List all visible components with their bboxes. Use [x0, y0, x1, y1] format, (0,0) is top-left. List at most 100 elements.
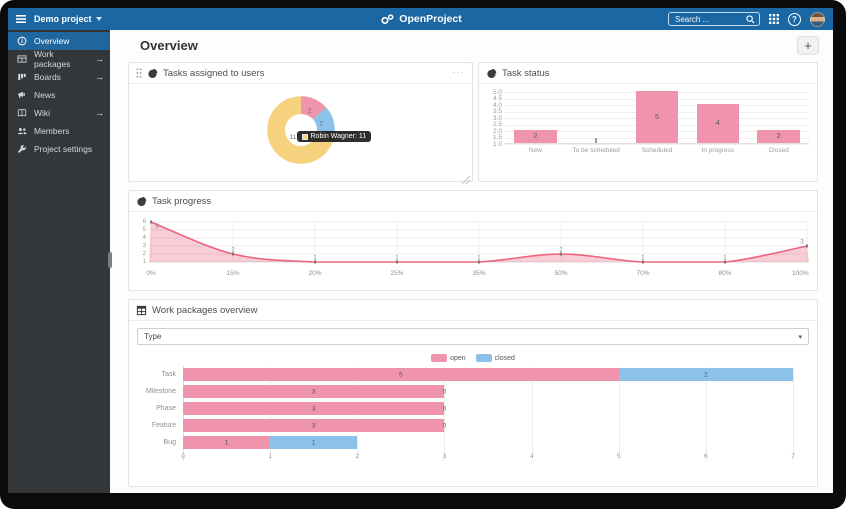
search-input[interactable] [673, 13, 746, 25]
sidebar-item-news[interactable]: News [8, 86, 110, 104]
widget-header: Work packages overview [129, 300, 817, 321]
drag-handle-icon[interactable] [136, 68, 142, 78]
legend-item-open[interactable]: open [431, 354, 466, 362]
y-tick-label: 5 [142, 227, 146, 233]
hamburger-menu-icon[interactable] [16, 15, 26, 23]
page-header: Overview + [128, 36, 819, 55]
segment-value-label: 3 [311, 388, 316, 395]
status-plot-area: 2 5 4 2 [505, 91, 809, 145]
sidebar-item-project-settings[interactable]: Project settings [8, 140, 110, 158]
data-point-marker[interactable] [314, 260, 316, 264]
x-tick-label: 7 [791, 453, 795, 460]
bar-segment-task-closed[interactable]: 2 [618, 368, 793, 381]
top-navigation-bar: Demo project OpenProject [8, 8, 833, 30]
segment-value-label: 2 [307, 108, 311, 115]
legend-swatch [475, 354, 492, 362]
search-icon [746, 14, 755, 24]
sidebar-item-wiki[interactable]: Wiki → [8, 104, 110, 122]
sidebar-item-members[interactable]: Members [8, 122, 110, 140]
data-point-marker[interactable] [232, 252, 234, 256]
y-tick-label: 2.0 [492, 127, 502, 135]
x-tick-label: New [528, 147, 542, 154]
page-title: Overview [140, 38, 198, 53]
main-content: Overview + Tasks assigned to users [110, 30, 833, 493]
add-widget-button[interactable]: + [797, 36, 819, 55]
widget-title: Task progress [152, 195, 212, 207]
sidebar-resize-handle[interactable] [108, 252, 112, 269]
x-tick-label: Scheduled [641, 147, 673, 154]
data-point-marker[interactable] [478, 260, 480, 264]
data-point-marker[interactable] [642, 260, 644, 264]
wiki-icon [17, 108, 27, 118]
y-tick-label: 1.5 [492, 134, 502, 141]
area-fill [149, 222, 809, 262]
bar-in-progress[interactable]: 4 [696, 104, 740, 143]
group-by-select[interactable]: Type ▾ [137, 328, 809, 345]
y-tick-label: 1 [142, 259, 146, 265]
donut-segment-1[interactable] [266, 96, 335, 164]
x-tick-label: Closed [768, 147, 789, 154]
progress-chart-svg: 6 2 1 1 1 2 1 1 3 [149, 220, 809, 264]
progress-plot-area: 6 2 1 1 1 2 1 1 3 0% 15% 20% 25% 35% 50% 70% 80% 100% [146, 218, 809, 279]
data-point-marker[interactable] [724, 260, 726, 264]
point-value-label: 1 [313, 256, 317, 262]
segment-value-label: 1 [311, 439, 316, 446]
wp-plot-grid: Task 5 2 Milestone 3 0 Phase 3 0 Feature 3 0 Bug 1 1 0 1… [137, 366, 795, 461]
openproject-logo[interactable]: OpenProject [379, 8, 462, 30]
bar-closed[interactable]: 2 [757, 130, 800, 143]
bar-segment-milestone-open[interactable]: 3 [183, 385, 445, 398]
y-tick-label: 2 [142, 251, 146, 257]
news-icon [17, 90, 27, 100]
resize-handle-icon[interactable] [461, 171, 471, 185]
widget-task-status: Task status 5.0 4.5 4.0 3.5 3.0 2.5 2.0 1.5 1.0 2… [478, 62, 818, 182]
point-value-label: 1 [477, 256, 481, 262]
bar-segment-feature-open[interactable]: 3 [183, 419, 445, 432]
sidebar-item-boards[interactable]: Boards → [8, 68, 110, 86]
task-status-bar-chart: 5.0 4.5 4.0 3.5 3.0 2.5 2.0 1.5 1.0 2 5 4 2 New To be … [479, 84, 817, 154]
point-value-label: 3 [800, 240, 804, 246]
gridline [505, 144, 809, 145]
bar-segment-bug-open[interactable]: 1 [183, 436, 271, 449]
bar-column-to-be-scheduled [566, 92, 627, 143]
gridline [531, 366, 533, 461]
x-tick-label: 2 [355, 453, 360, 460]
modules-grid-icon[interactable] [769, 14, 779, 24]
bar-segment-phase-open[interactable]: 3 [183, 402, 445, 415]
point-value-label: 2 [231, 248, 235, 254]
wp-overview-body: Type ▾ open closed Task 5 2 Milestone 3 0 Phase… [129, 321, 817, 461]
global-search[interactable] [668, 12, 760, 26]
widget-title: Tasks assigned to users [163, 67, 265, 79]
data-point-marker[interactable] [560, 252, 562, 256]
sidebar-item-label: Overview [34, 36, 70, 46]
bar-segment-bug-closed[interactable]: 1 [270, 436, 358, 449]
boards-icon [17, 72, 27, 82]
data-point-marker[interactable] [396, 260, 398, 264]
donut-chart-area: 2 2 11 Robin Wagner: 11 [129, 84, 472, 180]
bar-segment-task-open[interactable]: 5 [183, 368, 619, 381]
segment-value-label: 1 [224, 439, 229, 446]
data-point-marker[interactable] [150, 220, 152, 224]
x-axis-labels: 0 1 2 3 4 5 6 7 [181, 451, 795, 461]
sidebar-item-overview[interactable]: Overview [8, 32, 110, 50]
legend-item-closed[interactable]: closed [475, 354, 515, 362]
donut-segment-robin-wagner[interactable] [266, 96, 335, 164]
widget-tasks-assigned: Tasks assigned to users ··· 2 2 11 Robin W… [128, 62, 473, 185]
x-tick-label: In progress [701, 147, 735, 154]
x-tick-label: 4 [529, 453, 534, 460]
project-selector[interactable]: Demo project [34, 14, 102, 24]
sidebar-item-label: News [34, 90, 56, 100]
pie-chart-icon [486, 68, 497, 79]
sidebar-item-work-packages[interactable]: Work packages → [8, 49, 110, 69]
arrow-right-icon: → [95, 54, 104, 64]
data-point-marker[interactable] [806, 244, 808, 248]
bar-new[interactable]: 2 [514, 130, 557, 143]
legend-label: closed [494, 354, 515, 362]
bar-value-label: 2 [533, 133, 538, 140]
segment-value-label: 2 [319, 120, 323, 127]
user-avatar[interactable] [810, 11, 825, 27]
bar-scheduled[interactable]: 5 [635, 91, 679, 143]
help-icon[interactable]: ? [788, 12, 801, 26]
